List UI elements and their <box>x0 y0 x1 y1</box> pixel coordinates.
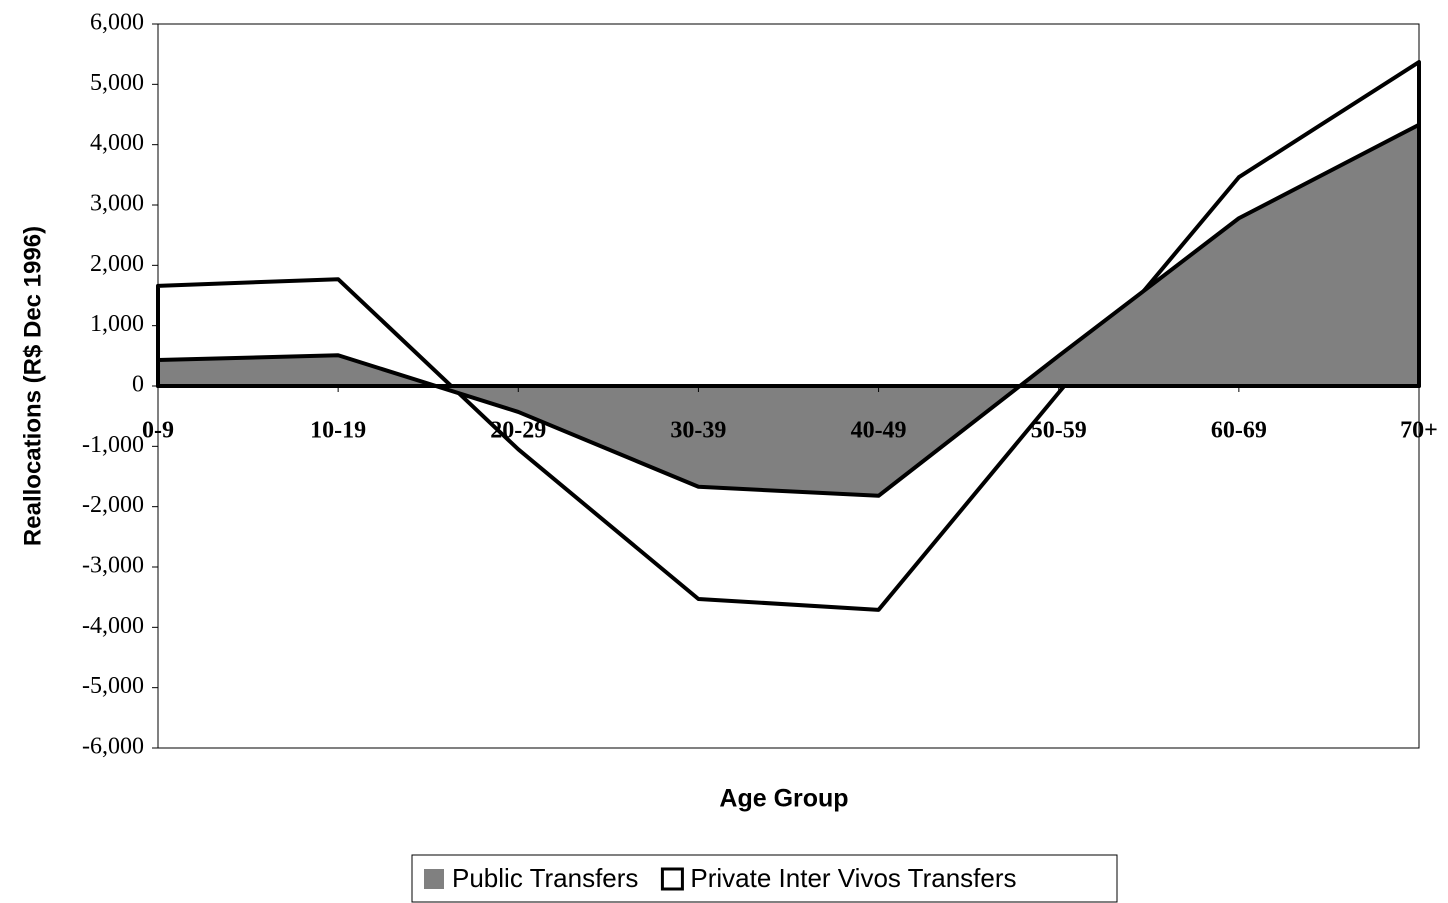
legend-label: Public Transfers <box>452 863 638 893</box>
legend-label: Private Inter Vivos Transfers <box>690 863 1016 893</box>
y-tick-label: 2,000 <box>90 251 144 277</box>
y-tick-label: 3,000 <box>90 191 144 217</box>
y-axis-title: Reallocations (R$ Dec 1996) <box>19 226 46 546</box>
area <box>156 122 1421 498</box>
x-tick-label: 10-19 <box>310 418 366 444</box>
y-tick-label: -6,000 <box>82 734 144 760</box>
x-tick-label: 50-59 <box>1031 418 1087 444</box>
legend-swatch <box>660 867 684 891</box>
y-tick-label: -4,000 <box>82 613 144 639</box>
x-axis-title: Age Group <box>719 785 848 813</box>
y-tick-label: 5,000 <box>90 70 144 96</box>
x-tick-label: 30-39 <box>670 418 726 444</box>
y-tick-label: -3,000 <box>82 553 144 579</box>
y-tick-label: 1,000 <box>90 311 144 337</box>
y-tick-label: 4,000 <box>90 130 144 156</box>
y-tick-label: -5,000 <box>82 673 144 699</box>
x-tick-label: 40-49 <box>851 418 907 444</box>
x-tick-label: 20-29 <box>490 418 546 444</box>
legend-box <box>411 854 1118 903</box>
plot: -6,000 -5,000 -4,000 -3,000 -2,000 -1,000 0 1,0… <box>82 10 1438 760</box>
x-tick-label: 0-9 <box>142 418 174 444</box>
x-tick-label: 70+ <box>1400 418 1438 444</box>
legend-swatch <box>424 869 444 889</box>
y-tick-label: 6,000 <box>90 10 144 36</box>
y-tick-label: -2,000 <box>82 492 144 518</box>
y-tick-label: -1,000 <box>82 432 144 458</box>
x-tick-label: 60-69 <box>1211 418 1267 444</box>
y-tick-label: 0 <box>132 372 144 398</box>
